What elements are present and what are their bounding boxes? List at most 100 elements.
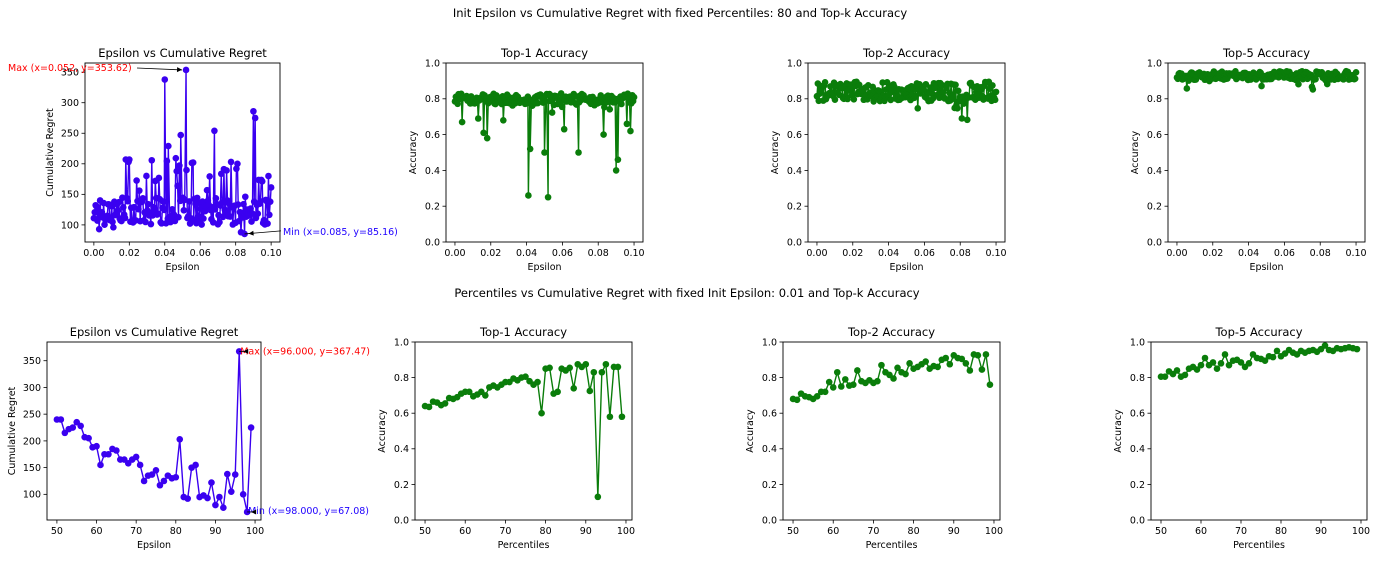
y-axis-label: Cumulative Regret [45,108,56,197]
data-point [218,199,226,206]
data-point [206,173,213,180]
y-tick-label: 0.4 [1147,166,1162,177]
y-tick-label: 0.4 [787,166,802,177]
data-point [135,205,142,213]
data-point [152,466,160,474]
y-tick-label: 1.0 [762,337,777,348]
data-point [793,396,801,404]
y-tick-label: 0.6 [1130,409,1145,420]
chart-title: Top-5 Accuracy [1214,325,1302,339]
data-point [934,363,942,371]
data-point [1213,365,1221,373]
data-point [831,96,839,103]
y-axis-label: Accuracy [770,130,781,174]
y-axis-label: Accuracy [1113,409,1124,453]
data-point [526,145,534,153]
chart-8: Top-5 Accuracy 50 60 70 80 90 100 0.0 0.2 0.4 0.6 0… [1113,325,1370,551]
data-point [850,96,858,103]
y-tick-label: 0.2 [787,202,802,213]
data-point [172,473,180,481]
x-tick-label: 0.08 [950,248,971,259]
data-point [175,213,182,221]
data-point [160,198,167,205]
x-axis-label: Epsilon [137,540,171,551]
x-axis-label: Percentiles [1233,540,1285,551]
data-point [224,470,231,478]
data-point [914,105,922,112]
data-point [883,79,891,86]
data-point [226,213,234,220]
data-point [627,127,634,135]
x-tick-label: 100 [1352,526,1370,537]
data-point [942,354,950,362]
x-tick-label: 60 [90,526,102,537]
data-point [946,360,954,368]
y-axis-label: Accuracy [377,409,388,453]
y-tick-label: 150 [23,463,41,474]
data-point [480,129,487,137]
data-point [160,206,168,214]
data-point [963,116,971,124]
x-tick-label: 70 [499,526,511,537]
annotation-arrowhead [243,348,249,354]
data-point [454,100,461,108]
chart-7: Top-2 Accuracy 50 60 70 80 90 100 0.0 0.2 0.4 0.6 0… [745,325,1003,551]
y-tick-label: 300 [23,383,41,394]
data-point [98,208,106,216]
data-point [248,218,255,225]
data-point [234,201,242,208]
data-point [548,109,556,116]
data-point [97,461,104,469]
data-point [1323,80,1331,88]
data-point [233,165,240,173]
x-tick-label: 0.00 [1166,248,1187,259]
y-tick-label: 0.2 [394,480,409,491]
y-tick-label: 0.4 [394,444,409,455]
data-point [189,159,197,166]
data-point [821,388,829,396]
y-tick-label: 0.0 [394,515,409,526]
data-point [148,471,156,478]
y-tick-label: 1.0 [425,58,440,69]
data-point [890,375,897,382]
data-point [854,367,861,374]
data-point [614,363,622,371]
data-point [208,479,215,486]
data-point [173,167,181,175]
data-point [922,358,929,365]
chart-title: Top-5 Accuracy [1222,46,1310,60]
data-point [570,384,578,392]
data-point [1217,360,1225,367]
data-point [204,494,211,502]
data-point [194,212,202,220]
data-point [231,471,239,478]
chart-title: Epsilon vs Cumulative Regret [70,325,239,339]
x-tick-label: 70 [867,526,879,537]
chart-1: Epsilon vs Cumulative Regret 0.00 0.02 0.04… [8,46,398,273]
data-point [474,115,482,122]
data-point [962,360,970,367]
y-tick-label: 200 [23,436,41,447]
y-tick-label: 0.2 [762,480,777,491]
data-point [1295,80,1302,88]
data-point [560,125,568,133]
data-point [954,105,961,112]
data-point [598,368,606,376]
data-point [156,481,164,489]
x-tick-label: 90 [580,526,592,537]
x-tick-label: 100 [617,526,635,537]
data-point [844,95,851,103]
data-point [582,360,590,368]
data-point [594,493,602,501]
data-point [136,187,143,194]
y-tick-label: 0.0 [762,515,777,526]
series-line [56,351,252,513]
data-point [1193,366,1201,373]
data-point [952,81,959,89]
data-point [249,210,256,217]
x-tick-label: 0.10 [1345,248,1366,259]
data-point [220,504,227,512]
data-point [546,364,553,372]
data-point [614,156,622,163]
data-point [833,368,841,376]
